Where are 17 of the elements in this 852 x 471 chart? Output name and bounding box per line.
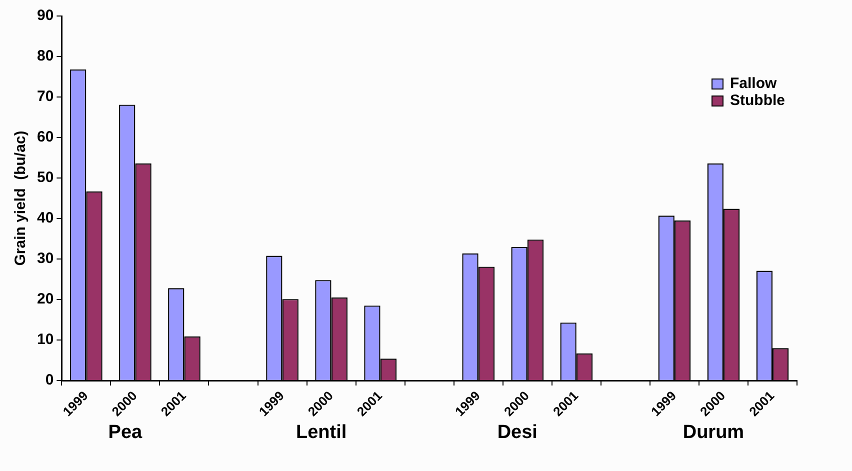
text: Desi bbox=[497, 422, 538, 444]
text: Durum bbox=[682, 422, 744, 444]
text: Pea bbox=[108, 422, 143, 444]
y-tick-label: 90 bbox=[36, 7, 54, 24]
y-tick-label: 0 bbox=[45, 372, 54, 389]
y-tick-label: 10 bbox=[36, 331, 54, 348]
y-tick-label: 30 bbox=[36, 250, 54, 268]
y-tick-label: 60 bbox=[36, 128, 54, 146]
y-axis-title: Grain yield (bu/ac) bbox=[12, 130, 30, 266]
y-tick-label: 20 bbox=[36, 290, 54, 308]
y-tick-label: 40 bbox=[36, 210, 54, 227]
y-tick-label: 50 bbox=[36, 169, 54, 186]
y-tick-label: 70 bbox=[36, 88, 54, 106]
legend-label: Fallow bbox=[730, 75, 778, 92]
y-tick-label: 80 bbox=[36, 48, 54, 65]
text: Lentil bbox=[296, 422, 347, 444]
legend-label: Stubble bbox=[730, 92, 785, 110]
